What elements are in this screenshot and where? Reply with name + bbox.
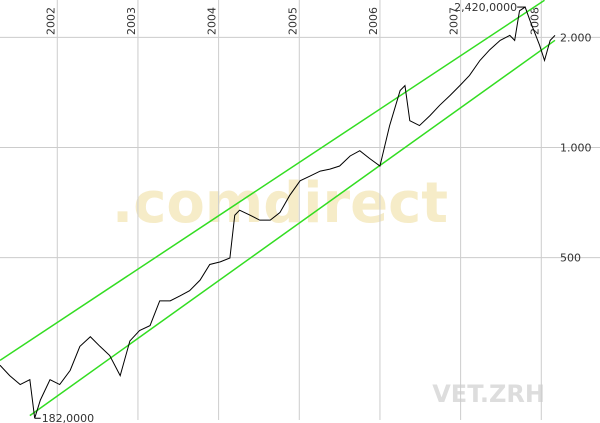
y-tick-label: 500 <box>560 252 581 265</box>
x-tick-label: 2005 <box>286 7 299 35</box>
symbol: VET.ZRH <box>432 380 545 408</box>
price-line <box>0 6 556 419</box>
annotation: 2,420,0000 <box>454 1 517 14</box>
x-tick-label: 2004 <box>206 7 219 35</box>
y-tick-label: 1.000 <box>560 142 592 155</box>
channel-line <box>0 0 545 361</box>
x-tick-label: 2006 <box>367 7 380 35</box>
x-tick-label: 2002 <box>44 7 57 35</box>
y-tick-label: 2.000 <box>560 31 592 44</box>
annotation: 182,0000 <box>42 412 95 423</box>
x-tick-label: 2003 <box>125 7 138 35</box>
x-tick-label: 2008 <box>528 7 541 35</box>
x-tick-label: 2007 <box>448 7 461 35</box>
channel-line <box>29 39 556 417</box>
watermark: .comdirect <box>112 171 448 236</box>
